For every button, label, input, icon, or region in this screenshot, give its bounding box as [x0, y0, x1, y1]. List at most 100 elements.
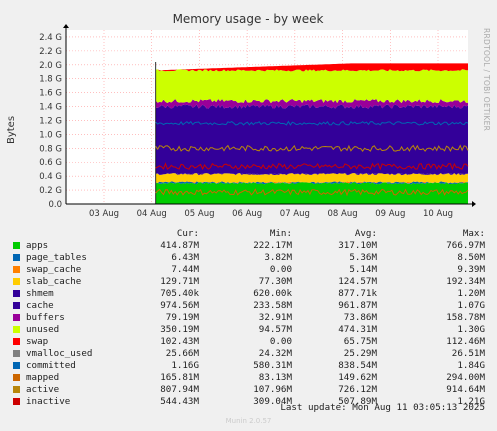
legend-label: apps [26, 240, 49, 251]
legend-label: inactive [26, 396, 71, 407]
legend-swatch [13, 278, 20, 285]
legend-row-swap_cache: swap_cache 7.44M 0.00 5.14M 9.39M [0, 264, 497, 276]
legend-cur: 6.43M [171, 252, 199, 263]
legend-avg: 5.14M [349, 264, 377, 275]
legend-row-unused: unused 350.19M 94.57M 474.31M 1.30G [0, 324, 497, 336]
legend-label: vmalloc_used [26, 348, 93, 359]
legend-swatch [13, 290, 20, 297]
legend-swatch [13, 326, 20, 333]
legend-cur: 79.19M [165, 312, 199, 323]
legend-cur: 1.16G [171, 360, 199, 371]
legend-avg: 149.62M [338, 372, 377, 383]
legend-max: 192.34M [446, 276, 485, 287]
legend-label: mapped [26, 372, 60, 383]
area-unused [155, 69, 468, 104]
x-tick-label: 04 Aug [137, 209, 167, 219]
legend-max: 1.30G [457, 324, 485, 335]
legend-min: 24.32M [258, 348, 292, 359]
y-tick-label: 1.0 G [39, 130, 62, 140]
legend-min: 77.30M [258, 276, 292, 287]
legend-label: shmem [26, 288, 54, 299]
legend-swatch [13, 350, 20, 357]
y-tick-label: 1.8 G [39, 75, 62, 85]
last-update: Last update: Mon Aug 11 03:05:13 2025 [280, 402, 485, 413]
legend-swatch [13, 374, 20, 381]
legend-header-avg: Avg: [354, 228, 377, 239]
legend-label: swap_cache [26, 264, 82, 275]
y-tick-label: 0.2 G [39, 186, 62, 196]
legend-row-mapped: mapped 165.81M 83.13M 149.62M 294.00M [0, 372, 497, 384]
legend-swatch [13, 266, 20, 273]
legend-label: cache [26, 300, 54, 311]
legend-swatch [13, 338, 20, 345]
legend-swatch [13, 398, 20, 405]
area-swap [155, 63, 468, 72]
x-tick-labels: 03 Aug 04 Aug 05 Aug 06 Aug 07 Aug 08 Aug 09 A… [89, 209, 453, 219]
y-tick-label: 1.4 G [39, 103, 62, 113]
line-inactive [155, 162, 469, 171]
legend-cur: 25.66M [165, 348, 199, 359]
legend-avg: 25.29M [343, 348, 377, 359]
x-tick-label: 10 Aug [423, 209, 453, 219]
area-buffers [155, 99, 468, 109]
legend-max: 1.21G [457, 396, 485, 407]
memory-chart: Memory usage - by week RRDTOOL / TOBI OE… [6, 12, 491, 219]
legend-max: 26.51M [451, 348, 485, 359]
legend-avg: 961.87M [338, 300, 377, 311]
legend-swatch [13, 362, 20, 369]
legend-row-buffers: buffers 79.19M 32.91M 73.86M 158.78M [0, 312, 497, 324]
area-page_tables [155, 181, 468, 185]
y-tick-label: 2.0 G [39, 61, 62, 71]
legend-min: 32.91M [258, 312, 292, 323]
legend-row-cache: cache 974.56M 233.58M 961.87M 1.07G [0, 300, 497, 312]
area-swap_cache [155, 181, 468, 184]
legend-row-apps: apps 414.87M 222.17M 317.10M 766.97M [0, 240, 497, 252]
x-tick-label: 06 Aug [232, 209, 262, 219]
legend-max: 8.50M [457, 252, 485, 263]
x-tick-label: 09 Aug [375, 209, 405, 219]
line-series [155, 120, 469, 197]
legend-max: 294.00M [446, 372, 485, 383]
legend-max: 914.64M [446, 384, 485, 395]
y-axis-label: Bytes [6, 116, 17, 144]
line-active [155, 144, 469, 152]
legend-row-shmem: shmem 705.40k 620.00k 877.71k 1.20M [0, 288, 497, 300]
legend-label: active [26, 384, 60, 395]
legend-cur: 974.56M [160, 300, 199, 311]
area-slab_cache [155, 173, 468, 184]
legend-avg: 877.71k [338, 288, 377, 299]
y-axis-arrow [63, 24, 69, 28]
legend-avg: 838.54M [338, 360, 377, 371]
legend-min: 0.00 [269, 264, 292, 275]
legend-max: 1.07G [457, 300, 485, 311]
rrdtool-credit: RRDTOOL / TOBI OETIKER [482, 28, 491, 131]
legend-cur: 165.81M [160, 372, 199, 383]
legend-row-slab_cache: slab_cache 129.71M 77.30M 124.57M 192.34M [0, 276, 497, 288]
legend-cur: 807.94M [160, 384, 199, 395]
legend-min: 222.17M [253, 240, 292, 251]
legend-cur: 705.40k [160, 288, 199, 299]
line-mapped [155, 188, 469, 197]
y-tick-label: 0.0 [48, 200, 62, 210]
legend-swatch [13, 302, 20, 309]
legend-avg: 474.31M [338, 324, 377, 335]
y-tick-label: 0.8 G [39, 144, 62, 154]
legend-row-vmalloc_used: vmalloc_used 25.66M 24.32M 25.29M 26.51M [0, 348, 497, 360]
x-tick-label: 08 Aug [328, 209, 358, 219]
legend-header-min: Min: [269, 228, 292, 239]
legend-cur: 7.44M [171, 264, 199, 275]
area-shmem [155, 173, 468, 176]
legend-avg: 726.12M [338, 384, 377, 395]
legend-header: Cur: Min: Avg: Max: [0, 228, 497, 240]
legend-row-inactive: inactive 544.43M 309.04M 507.89M 1.21G [0, 396, 497, 408]
legend-avg: 73.86M [343, 312, 377, 323]
legend-label: swap [26, 336, 49, 347]
legend-avg: 5.36M [349, 252, 377, 263]
legend-cur: 102.43M [160, 336, 199, 347]
legend-min: 620.00k [253, 288, 292, 299]
area-apps [155, 182, 468, 204]
legend-min: 3.82M [264, 252, 292, 263]
legend-min: 309.04M [253, 396, 292, 407]
legend-min: 580.31M [253, 360, 292, 371]
legend-row-page_tables: page_tables 6.43M 3.82M 5.36M 8.50M [0, 252, 497, 264]
